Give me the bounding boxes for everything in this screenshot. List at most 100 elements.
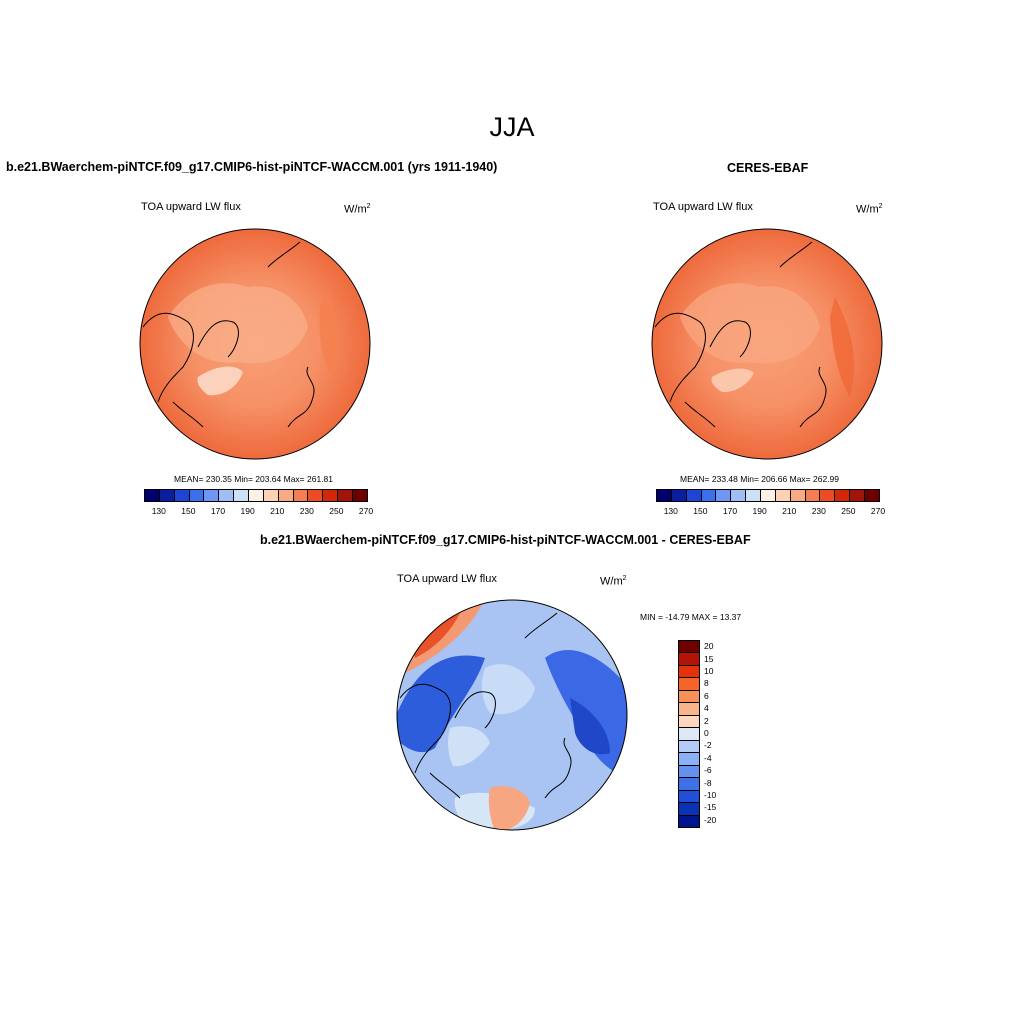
colorbar-tick-label: 8 [704,678,709,689]
colorbar-tick-label: -2 [704,740,712,751]
arctic-region-shape [680,283,820,364]
colorbar-swatch [278,490,294,501]
panel-2-unit-label: W/m2 [856,203,883,216]
colorbar-swatch [850,490,866,501]
colorbar-tick-label: -8 [704,777,712,788]
arctic-region-shape [168,283,308,364]
panel-2-title: CERES-EBAF [727,161,809,175]
warm-region-shape [319,287,339,377]
colorbar-swatch [820,490,836,501]
colorbar-swatch [679,653,699,666]
colorbar-tick-label: -10 [704,790,717,800]
colorbar-tick-label: 210 [270,506,285,516]
colorbar-swatch [679,703,699,716]
colorbar-swatch [679,778,699,791]
colorbar-swatch [679,740,699,754]
colorbar-swatch [679,790,699,804]
colorbar-tick-label: 20 [704,641,714,652]
colorbar-tick-label: 0 [704,728,709,738]
panel-3-colorbar-labels: 20 15 10 8 6 4 2 0 -2 -4 -6 -8 -10 -15 -20 [704,640,744,826]
colorbar-swatch [805,490,821,501]
greenland-shape [197,366,243,396]
colorbar-swatch [189,490,205,501]
colorbar-swatch [686,490,702,501]
panel-1-variable-label: TOA upward LW flux [141,201,241,213]
colorbar-tick-label: 270 [870,506,886,516]
colorbar-swatch [657,490,672,501]
panel-2-stats: MEAN= 233.48 Min= 206.66 Max= 262.99 [680,474,840,484]
colorbar-swatch [219,490,235,501]
colorbar-swatch [679,728,699,741]
colorbar-swatch [716,490,732,501]
warm-anomaly-shape [410,613,460,658]
colorbar-tick-label: 15 [704,653,714,664]
colorbar-swatch [159,490,175,501]
colorbar-tick-label: 190 [240,506,255,516]
colorbar-swatch [679,753,699,766]
colorbar-swatch [835,490,851,501]
colorbar-swatch [323,490,339,501]
panel-3-colorbar [678,640,700,828]
panel-1-colorbar [144,489,368,502]
cold-anomaly-shape [570,698,610,755]
colorbar-tick-label: 130 [663,506,678,516]
colorbar-swatch [679,765,699,779]
colorbar-tick-label: 210 [782,506,797,516]
panel-1-map [139,228,371,460]
colorbar-tick-label: 2 [704,715,709,726]
colorbar-swatch [761,490,776,501]
colorbar-swatch [865,490,879,501]
colorbar-swatch [775,490,791,501]
colorbar-swatch [234,490,250,501]
colorbar-swatch [174,490,190,501]
colorbar-swatch [679,715,699,729]
colorbar-tick-label: 230 [299,506,314,516]
colorbar-tick-label: 130 [151,506,166,516]
coastline-shape [654,241,827,428]
colorbar-tick-label: 170 [722,506,738,516]
colorbar-tick-label: -4 [704,752,712,763]
panel-1-stats: MEAN= 230.35 Min= 203.64 Max= 261.81 [174,474,334,484]
colorbar-tick-label: -6 [704,765,712,776]
cold-anomaly-shape [397,655,485,753]
colorbar-swatch [679,665,699,679]
colorbar-tick-label: 230 [811,506,826,516]
panel-3-stats: MIN = -14.79 MAX = 13.37 [640,612,742,622]
colorbar-swatch [249,490,264,501]
colorbar-tick-label: -15 [704,802,717,813]
panel-1-title: b.e21.BWaerchem-piNTCF.f09_g17.CMIP6-his… [6,160,498,174]
warm-anomaly-shape [488,786,530,830]
panel-2-variable-label: TOA upward LW flux [653,201,753,213]
colorbar-tick-label: 250 [841,506,856,516]
coastline-shape [399,612,572,799]
panel-1-unit-label: W/m2 [344,203,371,216]
figure-title: JJA [489,112,535,142]
colorbar-tick-label: 10 [704,666,714,676]
colorbar-swatch [671,490,687,501]
greenland-shape [448,726,490,767]
colorbar-tick-label: 270 [358,506,374,516]
colorbar-swatch [204,490,220,501]
colorbar-swatch [338,490,354,501]
colorbar-swatch [679,690,699,704]
colorbar-swatch [308,490,324,501]
warm-region-shape [830,297,855,397]
colorbar-swatch [731,490,747,501]
colorbar-tick-label: -20 [704,814,717,825]
colorbar-tick-label: 170 [210,506,226,516]
panel-3-unit-label: W/m2 [600,575,627,588]
colorbar-tick-label: 150 [181,506,196,516]
greenland-shape [711,368,754,393]
colorbar-swatch [293,490,309,501]
colorbar-swatch [679,815,699,828]
colorbar-swatch [679,641,699,654]
colorbar-swatch [353,490,367,501]
colorbar-swatch [145,490,160,501]
colorbar-tick-label: 250 [329,506,344,516]
colorbar-swatch [679,803,699,816]
colorbar-tick-label: 190 [752,506,767,516]
colorbar-swatch [701,490,717,501]
panel-3-title: b.e21.BWaerchem-piNTCF.f09_g17.CMIP6-his… [260,533,751,547]
colorbar-swatch [746,490,762,501]
colorbar-tick-label: 4 [704,703,709,714]
